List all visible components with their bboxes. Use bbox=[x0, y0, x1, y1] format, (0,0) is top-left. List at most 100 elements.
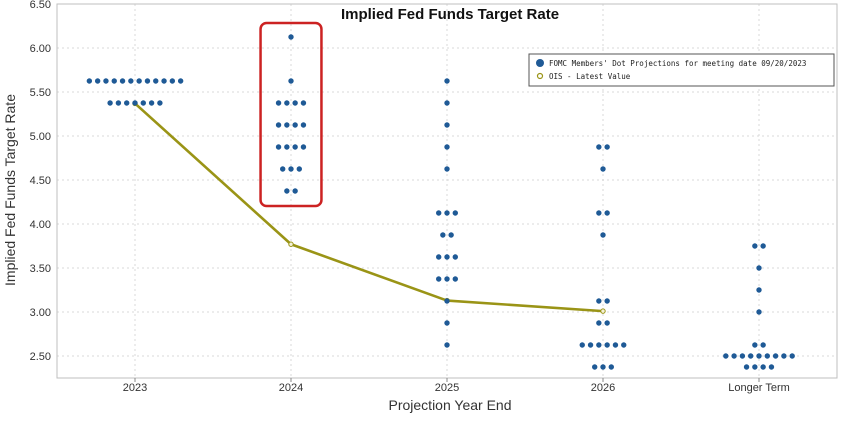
fomc-dot bbox=[275, 100, 282, 106]
fomc-dot bbox=[452, 254, 458, 260]
fomc-dot bbox=[592, 364, 598, 370]
fomc-dot bbox=[128, 78, 134, 84]
fomc-dot bbox=[756, 265, 762, 271]
y-tick-label: 3.50 bbox=[30, 263, 51, 275]
fomc-dot bbox=[153, 78, 159, 84]
fomc-dot bbox=[436, 254, 442, 260]
fomc-dot bbox=[739, 353, 746, 359]
fomc-dot bbox=[612, 342, 619, 348]
fomc-dot bbox=[288, 34, 294, 40]
fomc-dot bbox=[115, 100, 122, 106]
fomc-dot bbox=[177, 78, 184, 84]
y-tick-label: 4.00 bbox=[30, 219, 51, 231]
fomc-dot bbox=[300, 100, 307, 106]
fomc-dot bbox=[111, 78, 117, 84]
y-tick-label: 6.00 bbox=[30, 43, 51, 55]
fomc-dot bbox=[136, 78, 142, 84]
fomc-dot bbox=[444, 100, 450, 106]
fomc-dot bbox=[86, 78, 93, 84]
fomc-dot bbox=[587, 342, 594, 348]
fomc-dot bbox=[723, 353, 729, 359]
fomc-dot bbox=[752, 364, 758, 370]
fomc-dot bbox=[275, 144, 282, 150]
fomc-dot bbox=[436, 276, 442, 282]
fomc-dot bbox=[604, 144, 610, 150]
fomc-dot bbox=[140, 100, 146, 106]
fomc-dot bbox=[600, 364, 606, 370]
fomc-dot bbox=[440, 232, 446, 238]
y-tick-label: 5.50 bbox=[30, 87, 51, 99]
fomc-dot bbox=[452, 276, 458, 282]
fomc-dot bbox=[596, 210, 602, 216]
y-axis-title: Implied Fed Funds Target Rate bbox=[2, 94, 18, 286]
fomc-dot bbox=[444, 78, 450, 84]
fomc-dot bbox=[292, 100, 298, 106]
fomc-dot bbox=[600, 166, 606, 172]
y-tick-label: 2.50 bbox=[30, 351, 51, 363]
fomc-dot bbox=[444, 122, 450, 128]
fomc-dot bbox=[789, 353, 795, 359]
fomc-dot bbox=[280, 166, 286, 172]
fomc-dot bbox=[292, 122, 298, 128]
fomc-dot bbox=[161, 78, 167, 84]
fomc-dot bbox=[772, 353, 779, 359]
fomc-dot bbox=[768, 364, 775, 370]
fomc-dot bbox=[752, 342, 758, 348]
fomc-dot bbox=[94, 78, 101, 84]
fomc-dot bbox=[284, 122, 290, 128]
y-tick-label: 4.50 bbox=[30, 175, 51, 187]
legend: FOMC Members' Dot Projections for meetin… bbox=[528, 53, 835, 87]
annotation-layer bbox=[259, 21, 323, 208]
fomc-dot bbox=[760, 342, 766, 348]
fomc-dot bbox=[604, 342, 610, 348]
fomc-dot bbox=[169, 78, 176, 84]
legend-box bbox=[528, 53, 835, 87]
fomc-dot bbox=[292, 144, 298, 150]
y-tick-label: 5.00 bbox=[30, 131, 51, 143]
legend-label-dots: FOMC Members' Dot Projections for meetin… bbox=[549, 59, 806, 68]
fomc-dot bbox=[444, 298, 450, 304]
fomc-dot bbox=[596, 298, 602, 304]
fomc-dot bbox=[132, 100, 138, 106]
fomc-dot bbox=[444, 144, 450, 150]
fomc-dot bbox=[157, 100, 163, 106]
ois-line bbox=[134, 102, 604, 313]
fomc-dot bbox=[748, 353, 754, 359]
fomc-dot bbox=[621, 342, 627, 348]
fomc-dot bbox=[604, 210, 610, 216]
fomc-dot bbox=[600, 232, 606, 238]
fomc-dot bbox=[743, 364, 750, 370]
fomc-dot bbox=[288, 166, 294, 172]
fomc-dot bbox=[444, 276, 450, 282]
fomc-dot bbox=[596, 342, 602, 348]
legend-ois-marker bbox=[536, 72, 544, 80]
chart-title: Implied Fed Funds Target Rate bbox=[341, 6, 559, 23]
y-axis-ticks: 2.50 3.00 3.50 4.00 4.50 5.00 5.50 6.00 6.50 bbox=[30, 0, 51, 363]
fomc-dot bbox=[760, 243, 766, 249]
fomc-dot bbox=[444, 210, 450, 216]
fomc-dot bbox=[596, 320, 602, 326]
highlight-box-2024 bbox=[259, 21, 323, 208]
y-tick-label: 6.50 bbox=[30, 0, 51, 11]
fomc-dot bbox=[292, 188, 298, 194]
fomc-dot bbox=[756, 353, 762, 359]
x-tick-label: Longer Term bbox=[728, 382, 790, 394]
legend-dot-marker bbox=[536, 59, 544, 67]
fomc-dot bbox=[148, 100, 155, 106]
fomc-dot bbox=[760, 364, 766, 370]
fomc-dot bbox=[444, 166, 450, 172]
fomc-dot bbox=[752, 243, 758, 249]
fomc-dot bbox=[107, 100, 113, 106]
fomc-dot bbox=[596, 144, 602, 150]
fomc-dot bbox=[288, 78, 294, 84]
fomc-dot bbox=[284, 144, 290, 150]
fomc-dot bbox=[604, 320, 610, 326]
fomc-dot bbox=[124, 100, 130, 106]
fomc-dot bbox=[608, 364, 614, 370]
fomc-dot bbox=[119, 78, 126, 84]
fomc-dot bbox=[444, 254, 450, 260]
x-axis-ticks: 2023 2024 2025 2026 Longer Term bbox=[123, 378, 790, 394]
x-tick-label: 2026 bbox=[591, 382, 615, 394]
